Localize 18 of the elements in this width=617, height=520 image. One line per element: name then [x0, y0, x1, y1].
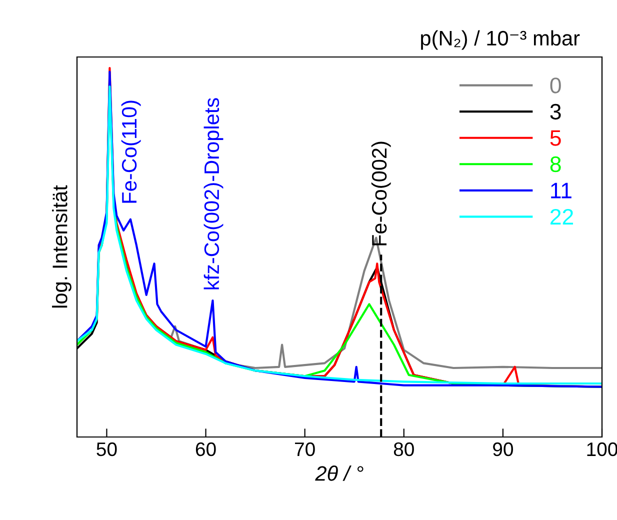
ref-line-label: Fe-Co(002): [371, 142, 391, 246]
legend-label: 8: [550, 156, 561, 172]
legend-label: 5: [550, 130, 561, 146]
legend-label: 3: [550, 104, 561, 120]
annotation: kfz-Co(002)-Droplets: [204, 98, 224, 290]
legend-label: 0: [550, 78, 561, 94]
legend-label: 22: [550, 208, 574, 224]
x-tick-label: 50: [96, 442, 117, 456]
x-tick-label: 100: [587, 442, 617, 456]
annotation: Fe-Co(110): [121, 100, 141, 203]
x-tick-label: 80: [394, 442, 414, 456]
x-tick-label: 60: [196, 442, 216, 456]
x-tick-label: 90: [493, 442, 513, 456]
legend-title: p(N₂) / 10⁻³ mbar: [421, 30, 580, 50]
x-tick-label: 70: [295, 442, 315, 456]
x-axis-title: 2θ / °: [315, 466, 364, 481]
legend-label: 11: [551, 182, 572, 198]
y-axis-title: log. Intensität: [52, 185, 72, 308]
